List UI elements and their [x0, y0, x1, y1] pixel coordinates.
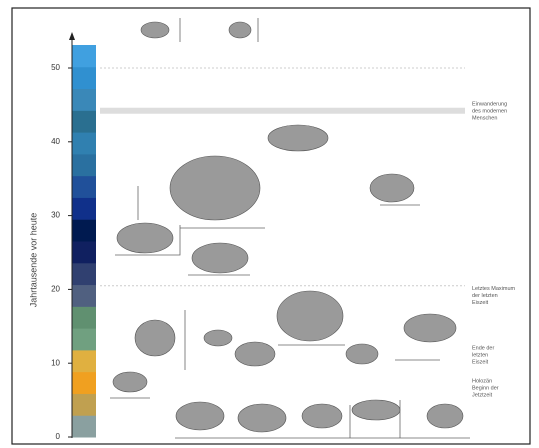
- annotation-line: letzten: [472, 352, 488, 358]
- bar-segment: [72, 415, 96, 438]
- axis-arrow: [69, 32, 75, 40]
- bar-segment: [72, 88, 96, 111]
- tick-label: 50: [51, 63, 60, 72]
- annotation-line: Eiszeit: [472, 359, 489, 365]
- annotation-line: Holozän: [472, 378, 492, 384]
- annotation-line: Ende der: [472, 345, 494, 351]
- annotation-line: Menschen: [472, 116, 497, 122]
- bar-segment: [72, 175, 96, 198]
- bar-segment: [72, 349, 96, 373]
- bar-segment: [72, 262, 96, 286]
- annotation-line: Jetztzeit: [472, 392, 493, 398]
- annotation-line: des modernen: [472, 109, 507, 115]
- climate-bar: [72, 45, 96, 438]
- bar-segment: [72, 197, 96, 220]
- annotation-line: Letztes Maximum: [472, 286, 516, 292]
- annotation-line: Eiszeit: [472, 300, 489, 306]
- bar-segment: [72, 45, 96, 68]
- annotation-line: Beginn der: [472, 385, 499, 391]
- bar-segment: [72, 110, 96, 133]
- bar-segment: [72, 371, 96, 394]
- frame: [11, 7, 531, 445]
- bar-segment: [72, 284, 96, 307]
- bar-segment: [72, 153, 96, 177]
- tick-label: 30: [51, 211, 60, 220]
- annotation-line: der letzten: [472, 293, 498, 299]
- animals: [110, 18, 470, 439]
- bar-segment: [72, 66, 96, 90]
- bar-segment: [72, 393, 96, 416]
- tick-label: 10: [51, 358, 60, 367]
- bar-segment: [72, 132, 96, 155]
- bar-segment: [72, 328, 96, 351]
- bar-segment: [72, 241, 96, 264]
- ticks: 0 10 20 30 40 50: [51, 63, 72, 441]
- axis-label: Jahrtausende vor heute: [28, 213, 38, 308]
- bar-segment: [72, 306, 96, 329]
- annotation-line: Einwanderung: [472, 102, 507, 108]
- tick-label: 40: [51, 137, 60, 146]
- tick-label: 0: [56, 432, 61, 441]
- tick-label: 20: [51, 285, 60, 294]
- bar-segment: [72, 219, 96, 242]
